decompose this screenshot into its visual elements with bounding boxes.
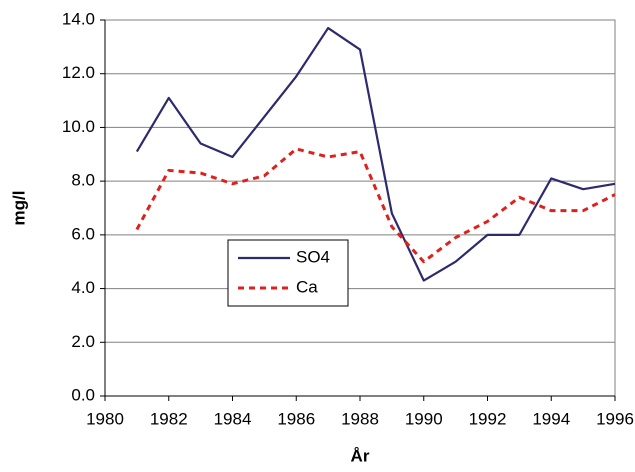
y-tick-label: 8.0 [71, 171, 95, 190]
data-line [135, 26, 616, 282]
legend-label: SO4 [296, 247, 330, 266]
x-tick-label: 1984 [214, 409, 252, 428]
y-tick-label: 10.0 [62, 117, 95, 136]
y-tick-label: 12.0 [62, 63, 95, 82]
y-axis-label: mg/l [9, 191, 28, 226]
y-tick-label: 2.0 [71, 332, 95, 351]
data-line [135, 147, 616, 264]
x-tick-label: 1982 [150, 409, 188, 428]
plot-area [104, 19, 616, 397]
y-tick-label: 0.0 [71, 385, 95, 404]
x-tick-label: 1996 [596, 409, 634, 428]
x-tick-label: 1990 [405, 409, 443, 428]
y-tick-label: 14.0 [62, 9, 95, 28]
legend-box [227, 239, 349, 307]
x-axis-label: År [351, 446, 370, 465]
x-tick-label: 1988 [341, 409, 379, 428]
x-tick-label: 1992 [469, 409, 507, 428]
legend-label: Ca [296, 277, 318, 296]
x-tick-label: 1980 [86, 409, 124, 428]
legend: SO4 Ca [227, 239, 349, 307]
x-tick-label: 1986 [277, 409, 315, 428]
y-tick-label: 4.0 [71, 278, 95, 297]
y-tick-label: 6.0 [71, 224, 95, 243]
x-tick-label: 1994 [532, 409, 570, 428]
